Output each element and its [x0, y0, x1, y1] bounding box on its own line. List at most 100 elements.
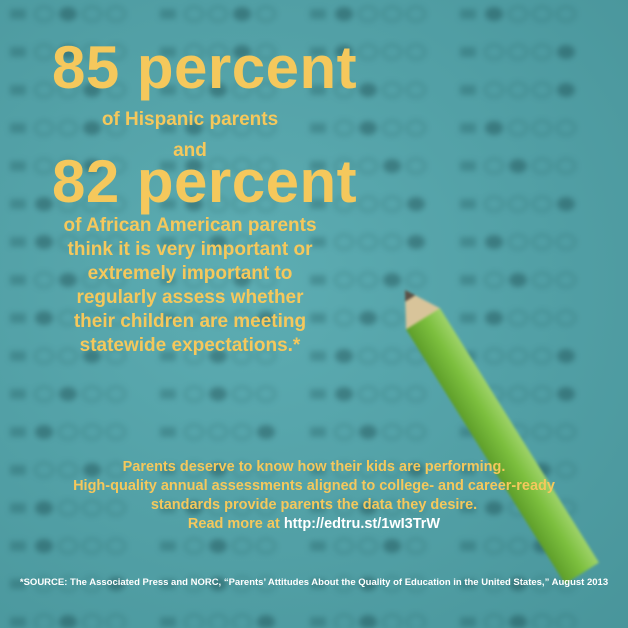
answer-bubble [335, 45, 353, 59]
bubble-row-number [10, 465, 26, 475]
answer-bubble [184, 386, 204, 402]
bubble-row-number [460, 47, 476, 57]
answer-bubble [82, 386, 102, 402]
answer-bubble [34, 614, 54, 628]
answer-bubble [334, 272, 354, 288]
bubble-row-number [160, 85, 176, 95]
headline-85-percent: 85 percent [52, 34, 358, 101]
answer-bubble [406, 6, 426, 22]
answer-bubble [232, 424, 252, 440]
answer-bubble [34, 348, 54, 364]
answer-bubble [59, 7, 77, 21]
answer-bubble [508, 386, 528, 402]
answer-bubble [532, 424, 552, 440]
answer-bubble [82, 234, 102, 250]
answer-bubble [35, 539, 53, 553]
paragraph-line: extremely important to [87, 263, 293, 284]
answer-bubble [233, 273, 251, 287]
answer-bubble [106, 348, 126, 364]
answer-bubble [106, 614, 126, 628]
read-more-line: Read more at http://edtru.st/1wI3TrW [20, 515, 608, 534]
answer-bubble [184, 614, 204, 628]
answer-bubble [358, 44, 378, 60]
answer-bubble [335, 7, 353, 21]
answer-bubble [107, 577, 125, 591]
answer-bubble [508, 538, 528, 554]
answer-bubble [106, 538, 126, 554]
answer-bubble [358, 272, 378, 288]
answer-bubble [358, 234, 378, 250]
answer-bubble [208, 310, 228, 326]
answer-bubble [184, 6, 204, 22]
bubble-row-number [460, 123, 476, 133]
bubble-row-number [160, 47, 176, 57]
answer-bubble [34, 462, 54, 478]
answer-bubble [334, 234, 354, 250]
answer-bubble [82, 538, 102, 554]
answer-bubble [484, 538, 504, 554]
bubble-row-number [160, 123, 176, 133]
answer-bubble [256, 538, 276, 554]
answer-bubble [256, 196, 276, 212]
answer-bubble [382, 6, 402, 22]
paragraph-line: think it is very important or [67, 239, 313, 260]
bubble-row-number [10, 541, 26, 551]
answer-bubble [82, 614, 102, 628]
answer-bubble [532, 310, 552, 326]
bubble-row-number [160, 503, 176, 513]
answer-bubble [59, 45, 77, 59]
answer-bubble [508, 348, 528, 364]
answer-bubble [556, 158, 576, 174]
answer-bubble [82, 500, 102, 516]
bubble-row-number [10, 351, 26, 361]
answer-bubble [334, 120, 354, 136]
bubble-row-number [460, 237, 476, 247]
source-citation: *SOURCE: The Associated Press and NORC, … [19, 577, 609, 588]
bubble-row-number [310, 351, 326, 361]
answer-bubble [358, 158, 378, 174]
read-more-link[interactable]: http://edtru.st/1wI3TrW [283, 516, 441, 532]
answer-bubble [359, 121, 377, 135]
answer-bubble [209, 463, 227, 477]
answer-bubble [485, 7, 503, 21]
answer-bubble [557, 349, 575, 363]
paragraph-line: regularly assess whether [76, 287, 304, 308]
answer-bubble [557, 387, 575, 401]
answer-bubble [257, 425, 275, 439]
answer-bubble [532, 234, 552, 250]
answer-bubble [35, 311, 53, 325]
answer-bubble [359, 425, 377, 439]
answer-bubble [106, 424, 126, 440]
answer-bubble [208, 424, 228, 440]
bubble-row-number [160, 579, 176, 589]
bubble-row-number [310, 389, 326, 399]
bubble-row-number [160, 617, 176, 627]
answer-bubble [406, 538, 426, 554]
answer-bubble [209, 235, 227, 249]
bubble-row-number [310, 313, 326, 323]
bubble-row-number [10, 161, 26, 171]
answer-bubble [557, 45, 575, 59]
answer-bubble [556, 462, 576, 478]
answer-bubble [256, 6, 276, 22]
answer-bubble [358, 462, 378, 478]
answer-bubble [35, 425, 53, 439]
answer-bubble [209, 577, 227, 591]
answer-bubble [532, 614, 552, 628]
answer-bubble [508, 196, 528, 212]
answer-bubble [382, 82, 402, 98]
bubble-row-number [160, 389, 176, 399]
answer-bubble [334, 576, 354, 592]
and-connector: and [173, 140, 207, 161]
answer-bubble [532, 272, 552, 288]
answer-bubble [208, 120, 228, 136]
bubble-row-number [310, 47, 326, 57]
answer-bubble [82, 424, 102, 440]
answer-bubble [82, 576, 102, 592]
paragraph-line: of African American parents [63, 215, 317, 236]
answer-bubble [34, 272, 54, 288]
answer-bubble [34, 6, 54, 22]
answer-bubble [58, 310, 78, 326]
